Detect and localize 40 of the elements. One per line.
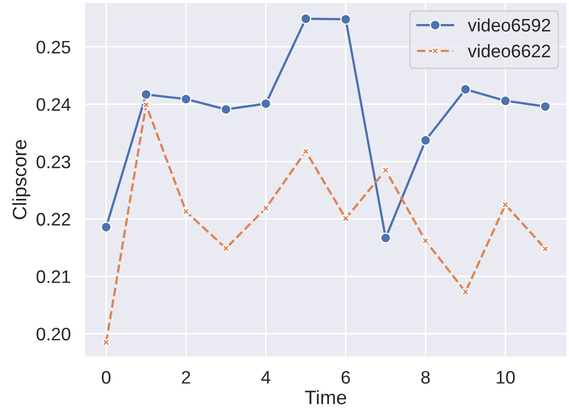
point (100, 222, 112, 232)
point (102, 338, 110, 346)
point (140, 89, 152, 100)
x-tick-label: 10 (496, 370, 515, 384)
x-tick-label: 8 (421, 370, 430, 384)
point (180, 94, 192, 104)
point (461, 288, 470, 296)
point (382, 166, 390, 174)
point (222, 244, 230, 252)
y-tick-label: 0.21 (36, 270, 70, 284)
point (302, 147, 310, 156)
point (260, 98, 272, 110)
point (460, 84, 471, 95)
y-tick-label: 0.22 (36, 212, 70, 226)
point (300, 13, 312, 24)
point (340, 14, 352, 25)
point (420, 134, 431, 146)
point (182, 208, 190, 216)
x-tick-label: 6 (342, 370, 350, 384)
point (342, 214, 350, 222)
y-axis-title: Clipscore (12, 140, 30, 220)
y-tick-label: 0.20 (36, 328, 70, 340)
point (501, 200, 510, 209)
point (142, 100, 150, 109)
x-tick-label: 4 (261, 371, 270, 384)
x-axis-title: Time (304, 390, 346, 404)
y-tick-label: 0.24 (36, 98, 70, 111)
point (422, 236, 430, 245)
point (262, 204, 270, 212)
point (541, 244, 550, 253)
x-tick-label: 2 (182, 370, 190, 384)
y-tick-label: 0.23 (36, 156, 70, 168)
point (540, 101, 551, 112)
y-tick-label: 0.25 (36, 40, 70, 54)
x-tick-label: 0 (102, 370, 110, 384)
legend-label: video6622 (468, 44, 550, 58)
point (380, 232, 392, 244)
legend-label: video6592 (468, 18, 550, 32)
point (500, 95, 511, 106)
point (220, 104, 232, 115)
